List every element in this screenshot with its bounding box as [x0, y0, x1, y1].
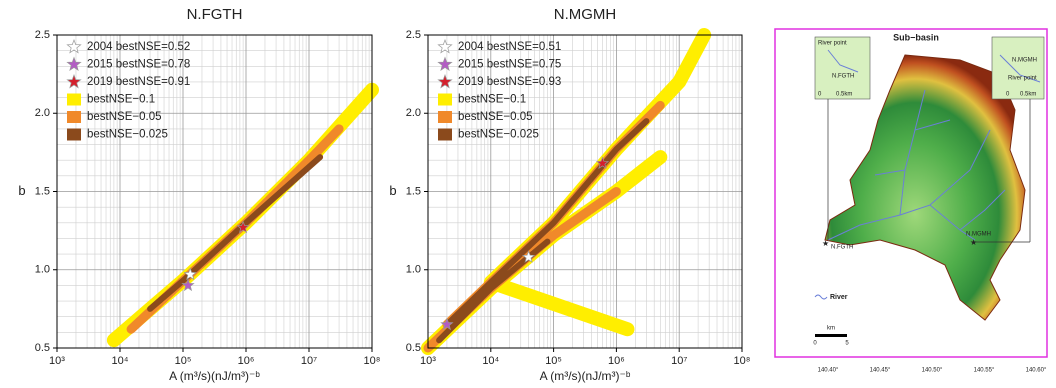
- x-tick-label: 10⁶: [238, 355, 255, 367]
- y-axis-label: b: [389, 183, 396, 198]
- inset-station-label: N.MGMH: [1012, 58, 1037, 64]
- x-tick-label: 10⁷: [671, 355, 687, 367]
- legend-symbol: [67, 129, 81, 141]
- x-axis-label: A (m³/s)(nJ/m³)⁻ᵇ: [540, 369, 631, 383]
- lon-label: 140.55°: [974, 368, 995, 374]
- x-tick-label: 10⁸: [734, 355, 751, 367]
- legend-symbol: [67, 94, 81, 106]
- legend-label: 2004 bestNSE=0.52: [87, 41, 190, 53]
- legend-label: bestNSE−0.1: [87, 94, 155, 106]
- legend-label: bestNSE−0.1: [458, 94, 526, 106]
- legend-label: bestNSE−0.05: [458, 111, 532, 123]
- y-tick-label: 1.0: [406, 264, 421, 276]
- y-tick-label: 2.5: [406, 29, 421, 41]
- legend-label: bestNSE−0.05: [87, 111, 161, 123]
- station-label: N.MGMH: [966, 232, 991, 238]
- legend-label: bestNSE−0.025: [458, 129, 539, 141]
- inset-station-label: N.FGTH: [832, 74, 854, 80]
- legend-symbol: [67, 111, 81, 123]
- lon-label: 140.60°: [1026, 368, 1047, 374]
- chart-title: N.MGMH: [554, 6, 617, 23]
- x-tick-label: 10⁵: [545, 355, 562, 367]
- legend-label: bestNSE−0.025: [87, 129, 168, 141]
- y-tick-label: 2.0: [35, 107, 50, 119]
- station-label: N.FGTH: [831, 245, 853, 251]
- x-tick-label: 10⁸: [364, 355, 381, 367]
- x-tick-label: 10⁶: [608, 355, 625, 367]
- y-axis-label: b: [18, 183, 25, 198]
- x-tick-label: 10³: [49, 355, 65, 367]
- station-marker: ★: [970, 238, 977, 247]
- y-tick-label: 2.0: [406, 107, 421, 119]
- y-tick-label: 1.0: [35, 264, 50, 276]
- inset-point-label: River point: [818, 41, 847, 47]
- y-tick-label: 0.5: [406, 342, 421, 354]
- y-tick-label: 0.5: [35, 342, 50, 354]
- chart-title: N.FGTH: [187, 6, 243, 23]
- scale-bar: [815, 334, 847, 337]
- legend-symbol: [438, 111, 452, 123]
- x-tick-label: 10⁴: [112, 355, 129, 367]
- x-tick-label: 10⁷: [301, 355, 317, 367]
- lon-label: 140.45°: [870, 368, 891, 374]
- x-tick-label: 10³: [420, 355, 436, 367]
- map-title: Sub−basin: [893, 32, 939, 42]
- y-tick-label: 2.5: [35, 29, 50, 41]
- figure: 38.9138.8838.8538.8238.7938.7638.7338.70…: [0, 0, 1056, 388]
- x-axis-label: A (m³/s)(nJ/m³)⁻ᵇ: [169, 369, 260, 383]
- x-tick-label: 10⁵: [175, 355, 192, 367]
- lon-label: 140.50°: [922, 368, 943, 374]
- legend-label: 2004 bestNSE=0.51: [458, 41, 561, 53]
- station-marker: ★: [822, 239, 829, 248]
- scale-unit: km: [827, 326, 835, 332]
- y-tick-label: 1.5: [35, 185, 50, 197]
- y-tick-label: 1.5: [406, 185, 421, 197]
- legend-label: 2019 bestNSE=0.93: [458, 76, 561, 88]
- inset-scale-label: 0.5km: [1020, 92, 1036, 98]
- x-tick-label: 10⁴: [482, 355, 499, 367]
- map-panel: Sub−basin River point N.FGTH 0 0.5km N.M…: [775, 29, 1047, 357]
- inset-scale-label: 0.5km: [836, 92, 852, 98]
- legend-label: 2019 bestNSE=0.91: [87, 76, 190, 88]
- legend-label: 2015 bestNSE=0.78: [87, 59, 190, 71]
- legend-symbol: [438, 129, 452, 141]
- lon-label: 140.40°: [818, 368, 839, 374]
- legend-label: 2015 bestNSE=0.75: [458, 59, 561, 71]
- inset-frame: [992, 37, 1044, 99]
- inset-point-label: River point: [1008, 76, 1037, 82]
- legend-label: River: [830, 294, 848, 301]
- legend-symbol: [438, 94, 452, 106]
